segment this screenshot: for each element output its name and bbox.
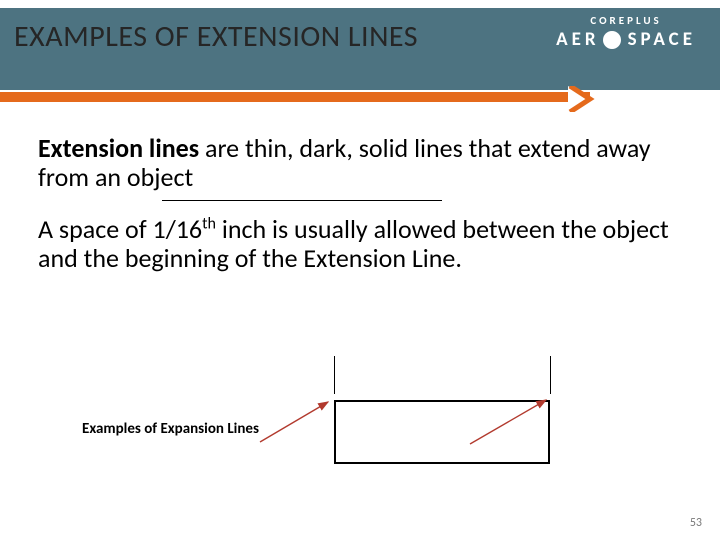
paragraph-2: A space of 1/16th inch is usually allowe…	[38, 215, 678, 273]
p2-pre: A space of 1/16	[38, 213, 202, 245]
logo-left: AER	[556, 28, 599, 51]
logo-top-text: COREPLUS	[556, 14, 696, 27]
logo-bottom-text: AER SPACE	[556, 28, 696, 51]
accent-notch	[590, 90, 720, 108]
notch-chevron-icon	[568, 86, 598, 112]
paragraph-1: Extension lines are thin, dark, solid li…	[38, 134, 678, 192]
slide-title: EXAMPLES OF EXTENSION LINES	[14, 18, 418, 55]
arrow-left	[260, 402, 328, 442]
p1-bold: Extension lines	[38, 132, 199, 164]
slide: EXAMPLES OF EXTENSION LINES COREPLUS AER…	[0, 0, 720, 540]
arrow-right	[470, 400, 546, 444]
callout-arrows	[250, 380, 580, 470]
divider-line	[162, 200, 442, 201]
p2-superscript: th	[202, 215, 216, 234]
globe-icon	[603, 31, 621, 49]
diagram-caption: Examples of Expansion Lines	[82, 420, 259, 438]
page-number: 53	[690, 516, 702, 530]
body-text: Extension lines are thin, dark, solid li…	[38, 134, 678, 273]
brand-logo: COREPLUS AER SPACE	[556, 14, 696, 51]
logo-right: SPACE	[628, 28, 696, 51]
